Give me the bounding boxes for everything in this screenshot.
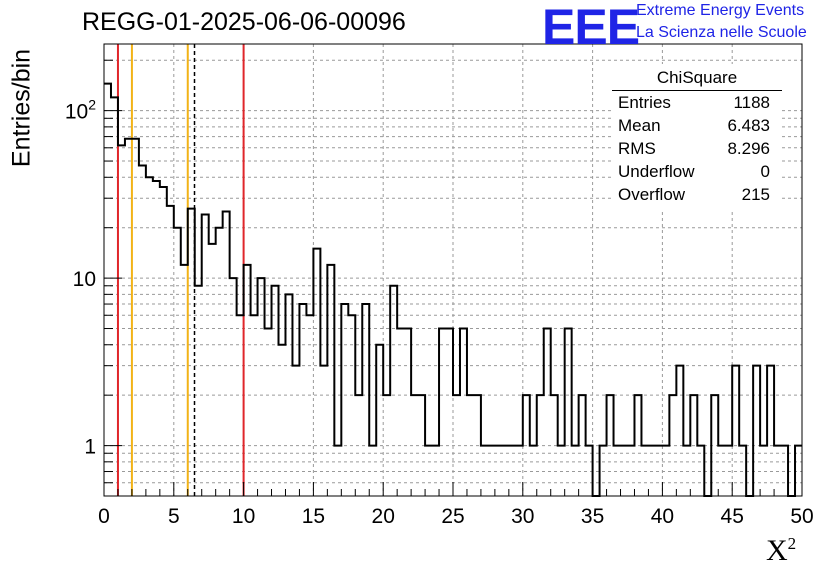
stats-row-mean: Mean 6.483 (618, 116, 770, 135)
x-tick-label: 15 (302, 505, 325, 528)
stats-row-entries: Entries 1188 (618, 93, 770, 112)
logo-line-2: La Scienza nelle Scuole (636, 24, 807, 41)
x-tick-label: 20 (372, 505, 395, 528)
x-tick-label: 35 (581, 505, 604, 528)
y-tick-label: 1 (84, 436, 96, 459)
y-axis-label: Entries/bin (7, 48, 36, 168)
x-tick-label: 10 (232, 505, 255, 528)
y-tick-label: 10 (73, 268, 96, 291)
x-tick-label: 50 (790, 505, 813, 528)
stats-box: ChiSquare Entries 1188 Mean 6.483 RMS 8.296… (612, 64, 782, 209)
run-title: REGG-01-2025-06-06-00096 (82, 8, 406, 36)
histogram-layer (104, 82, 802, 497)
stats-title: ChiSquare (612, 64, 782, 91)
x-tick-label: 25 (441, 505, 464, 528)
x-tick-label: 5 (168, 505, 180, 528)
x-tick-label: 0 (98, 505, 110, 528)
y-tick-label: 102 (65, 97, 96, 124)
histogram-outline (104, 82, 802, 497)
x-tick-label: 40 (651, 505, 674, 528)
x-axis-label: X2 (766, 534, 797, 567)
logo-mark: EEE (542, 0, 640, 55)
x-tick-label: 45 (721, 505, 744, 528)
marker-lines-layer (116, 44, 245, 496)
stats-row-rms: RMS 8.296 (618, 139, 770, 158)
stats-row-underflow: Underflow 0 (618, 162, 770, 181)
stats-row-overflow: Overflow 215 (618, 185, 770, 204)
x-tick-label: 30 (511, 505, 534, 528)
logo-line-1: Extreme Energy Events (636, 2, 805, 19)
